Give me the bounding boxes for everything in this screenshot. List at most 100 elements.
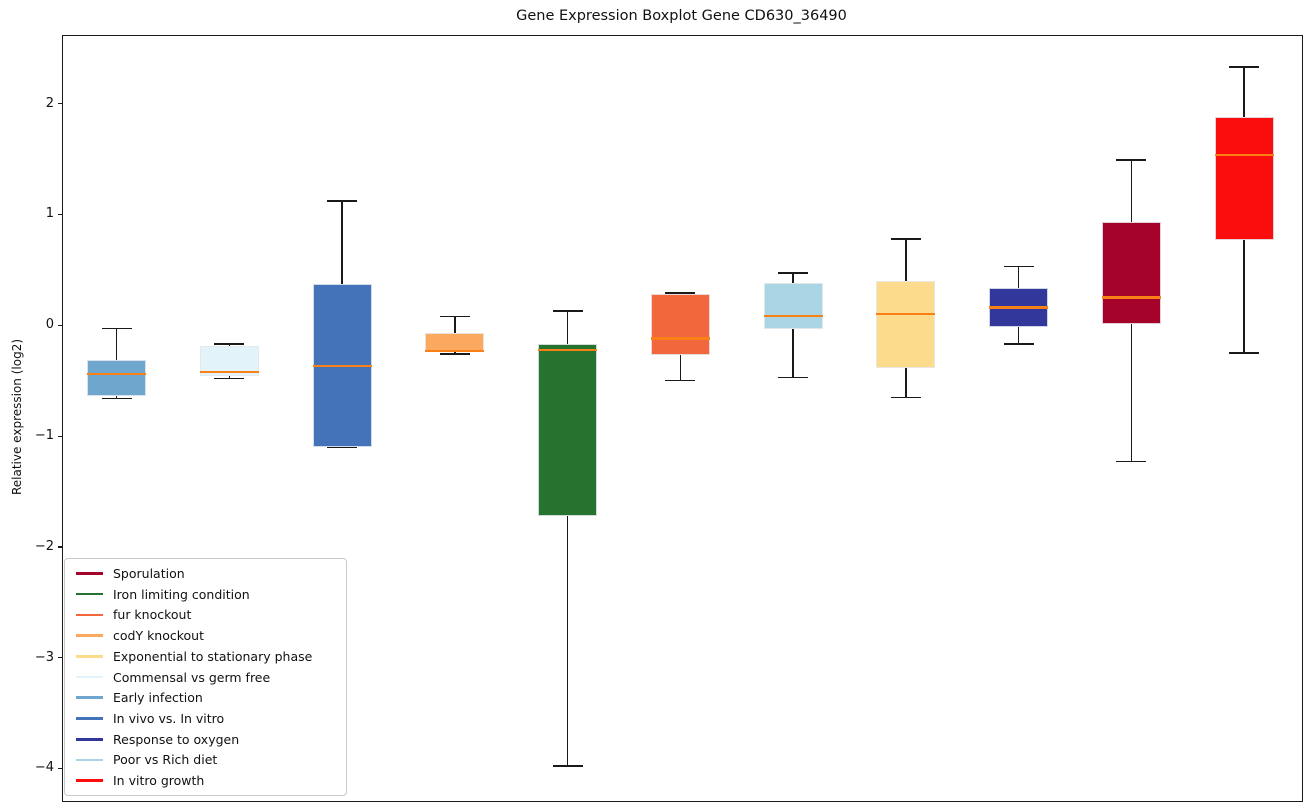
- legend-item: Iron limiting condition: [65, 584, 346, 605]
- whisker-lower: [1243, 239, 1245, 353]
- median-line: [876, 313, 936, 316]
- box: [876, 280, 936, 369]
- legend-item: In vitro growth: [65, 770, 346, 791]
- y-tick-mark: [58, 767, 62, 770]
- box: [1214, 116, 1274, 240]
- whisker-cap-upper: [1003, 265, 1034, 268]
- legend-item: fur knockout: [65, 604, 346, 625]
- y-tick-label: 0: [45, 317, 54, 333]
- legend-label: fur knockout: [113, 607, 192, 623]
- legend-label: In vitro growth: [113, 773, 205, 789]
- median-line: [199, 370, 259, 373]
- legend-item: Early infection: [65, 687, 346, 708]
- whisker-cap-lower: [439, 353, 470, 355]
- legend-label: Commensal vs germ free: [113, 669, 271, 685]
- legend-item: Poor vs Rich diet: [65, 750, 346, 771]
- y-tick-mark: [58, 103, 62, 105]
- legend-swatch: [76, 717, 103, 720]
- box: [650, 294, 710, 356]
- legend-swatch: [76, 675, 103, 679]
- whisker-upper: [1243, 67, 1245, 117]
- y-tick-label: −2: [34, 538, 54, 554]
- legend-swatch: [76, 634, 103, 637]
- legend: Sporulation Iron limiting condition fur kn…: [64, 558, 347, 796]
- whisker-upper: [905, 238, 907, 281]
- legend-item: In vivo vs. In vitro: [65, 708, 346, 729]
- whisker-cap-lower: [1116, 460, 1147, 463]
- y-tick-label: −4: [34, 760, 54, 776]
- whisker-cap-lower: [1229, 352, 1259, 354]
- box: [1101, 222, 1161, 325]
- whisker-cap-upper: [890, 238, 921, 240]
- whisker-cap-upper: [778, 272, 808, 274]
- whisker-cap-upper: [101, 327, 132, 330]
- whisker-cap-lower: [1003, 343, 1034, 345]
- legend-label: Sporulation: [113, 565, 185, 581]
- chart-title: Gene Expression Boxplot Gene CD630_36490: [516, 8, 847, 24]
- legend-item: Commensal vs germ free: [65, 667, 346, 688]
- legend-swatch: [76, 696, 103, 700]
- y-axis-label: Relative expression (log2): [10, 338, 24, 496]
- y-tick-label: 1: [45, 206, 54, 222]
- legend-swatch: [76, 613, 103, 617]
- median-line: [425, 349, 485, 352]
- legend-label: Response to oxygen: [113, 731, 240, 747]
- box: [763, 283, 823, 329]
- whisker-upper: [454, 316, 456, 333]
- y-tick-label: 2: [45, 95, 54, 111]
- y-tick-mark: [58, 324, 62, 327]
- median-line: [1214, 153, 1274, 156]
- whisker-cap-lower: [101, 397, 132, 400]
- y-tick-label: −1: [34, 428, 54, 444]
- whisker-cap-upper: [665, 292, 696, 294]
- whisker-upper: [228, 344, 230, 347]
- median-line: [87, 372, 146, 376]
- y-tick-label: −3: [34, 649, 54, 665]
- legend-item: Sporulation: [65, 563, 346, 584]
- whisker-cap-upper: [214, 343, 245, 345]
- whisker-lower: [115, 396, 118, 399]
- legend-swatch: [76, 572, 103, 575]
- whisker-upper: [1017, 266, 1020, 288]
- whisker-cap-upper: [327, 200, 357, 202]
- legend-label: Exponential to stationary phase: [113, 648, 313, 664]
- median-line: [538, 348, 597, 351]
- box: [538, 344, 597, 516]
- whisker-lower: [1017, 327, 1020, 345]
- whisker-cap-upper: [552, 310, 583, 312]
- legend-swatch: [76, 758, 103, 762]
- whisker-cap-upper: [1229, 66, 1259, 68]
- median-line: [989, 306, 1048, 309]
- whisker-upper: [341, 201, 343, 285]
- legend-item: Exponential to stationary phase: [65, 646, 346, 667]
- whisker-cap-lower: [890, 396, 921, 399]
- whisker-cap-lower: [552, 765, 583, 767]
- box: [87, 359, 146, 397]
- legend-label: codY knockout: [113, 628, 205, 644]
- whisker-lower: [454, 351, 456, 355]
- legend-swatch: [76, 655, 103, 658]
- whisker-cap-lower: [665, 379, 696, 382]
- legend-label: Poor vs Rich diet: [113, 752, 218, 768]
- whisker-cap-lower: [327, 446, 357, 448]
- legend-label: In vivo vs. In vitro: [113, 711, 225, 726]
- whisker-lower: [566, 515, 569, 767]
- median-line: [650, 337, 710, 340]
- y-tick-mark: [58, 435, 62, 437]
- y-tick-mark: [58, 213, 62, 216]
- legend-item: codY knockout: [65, 625, 346, 646]
- whisker-lower: [228, 376, 230, 379]
- legend-label: Early infection: [113, 690, 203, 706]
- whisker-upper: [1130, 160, 1132, 223]
- median-line: [312, 365, 372, 368]
- y-tick-mark: [58, 657, 62, 659]
- whisker-lower: [905, 368, 907, 398]
- legend-swatch: [76, 592, 103, 596]
- whisker-cap-upper: [1116, 159, 1147, 161]
- legend-label: Iron limiting condition: [113, 586, 250, 602]
- whisker-upper: [115, 328, 118, 360]
- whisker-cap-lower: [778, 376, 808, 379]
- whisker-lower: [792, 328, 794, 378]
- legend-swatch: [76, 779, 103, 782]
